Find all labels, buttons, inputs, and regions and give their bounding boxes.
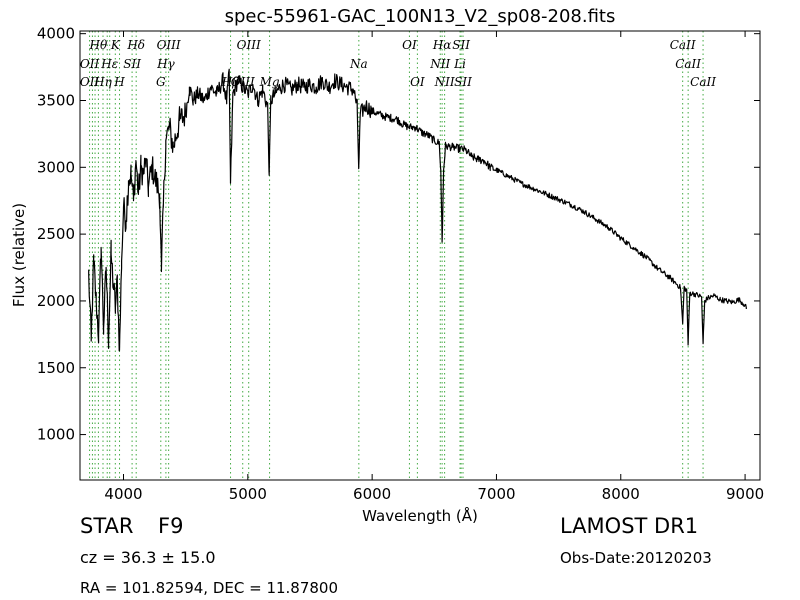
- spectral-line-label: Hδ: [126, 38, 145, 52]
- spectral-line-label: SII: [123, 57, 141, 71]
- flux-series-line: [88, 68, 747, 352]
- x-tick-label: 9000: [726, 485, 764, 503]
- object-class: STAR: [80, 514, 134, 538]
- spectral-line-label: OI: [410, 75, 425, 89]
- y-axis-label: Flux (relative): [10, 203, 28, 307]
- y-tick-label: 3500: [37, 91, 75, 109]
- y-axis: 1000 1500 2000 2500 3000 3500 4000: [37, 25, 760, 444]
- y-tick-label: 1500: [37, 359, 75, 377]
- x-axis-label: Wavelength (Å): [362, 506, 478, 525]
- y-tick-label: 4000: [37, 25, 75, 43]
- spectral-line-label: OII: [80, 75, 100, 89]
- spectral-line-label: Li: [453, 57, 466, 71]
- survey-name: LAMOST DR1: [560, 514, 699, 538]
- spectral-line-label: Hε: [100, 57, 118, 71]
- redshift-value: cz = 36.3 ± 15.0: [80, 548, 216, 567]
- x-tick-label: 7000: [477, 485, 515, 503]
- spectral-line-label: H: [113, 75, 125, 89]
- spectral-line-label: OII: [80, 57, 100, 71]
- spectral-line-label: SII: [454, 75, 472, 89]
- y-tick-label: 2500: [37, 225, 75, 243]
- spectral-line-label: CaII: [670, 38, 696, 52]
- spectral-line-label: OIII: [157, 38, 181, 52]
- y-tick-label: 1000: [37, 426, 75, 444]
- observation-date: Obs-Date:20120203: [560, 549, 712, 567]
- object-subclass: F9: [158, 514, 184, 538]
- x-tick-label: 4000: [104, 485, 142, 503]
- spectral-line-label: Hα: [432, 38, 452, 52]
- spectral-line-label: NII: [434, 75, 455, 89]
- spectral-line-label: G: [156, 75, 166, 89]
- x-tick-label: 5000: [229, 485, 267, 503]
- y-tick-label: 2000: [37, 292, 75, 310]
- spectral-line-label: Hγ: [156, 57, 175, 71]
- y-tick-label: 3000: [37, 158, 75, 176]
- spectral-line-markers: [89, 31, 704, 480]
- spectral-line-label: Hθ: [89, 38, 108, 52]
- spectral-line-label: Na: [349, 57, 368, 71]
- spectral-line-label: Hη: [93, 75, 112, 89]
- x-axis: 4000 5000 6000 7000 8000 9000: [104, 31, 764, 503]
- spectral-line-label: SII: [452, 38, 470, 52]
- plot-frame: [79, 30, 761, 481]
- spectral-line-label: OIII: [237, 38, 261, 52]
- coordinates: RA = 101.82594, DEC = 11.87800: [80, 579, 339, 597]
- spectral-line-label: OI: [402, 38, 417, 52]
- chart-title: spec-55961-GAC_100N13_V2_sp08-208.fits: [225, 6, 616, 27]
- spectral-line-label: NII: [429, 57, 450, 71]
- x-tick-label: 8000: [602, 485, 640, 503]
- spectral-line-label: Mg: [259, 75, 280, 89]
- spectral-line-label: CaII: [690, 75, 716, 89]
- spectral-line-label: CaII: [675, 57, 701, 71]
- spectral-line-label: K: [110, 38, 121, 52]
- x-tick-label: 6000: [353, 485, 391, 503]
